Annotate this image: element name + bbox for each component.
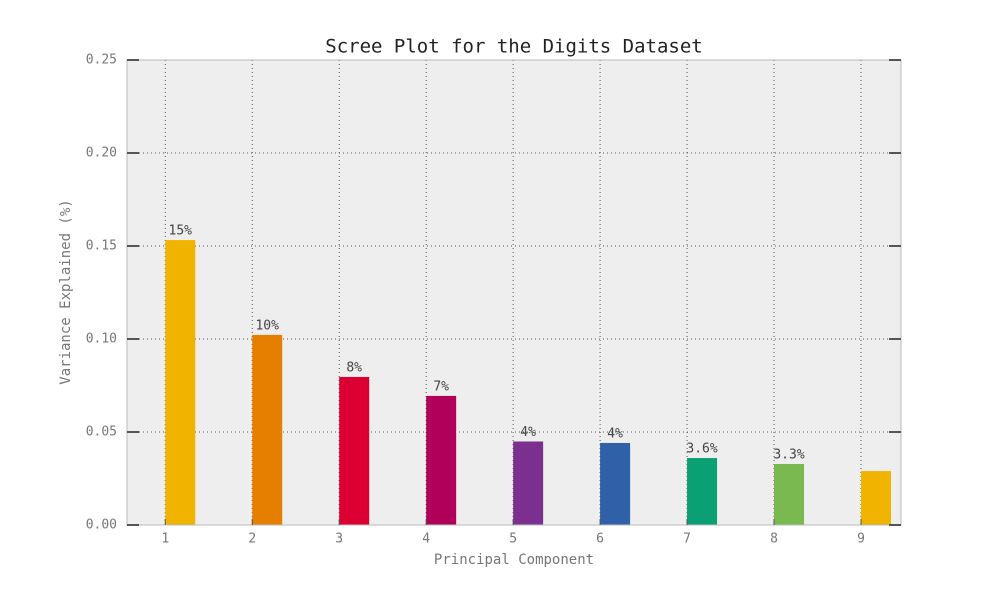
y-tick-label: 0.10 bbox=[86, 332, 117, 347]
y-tick-label: 0.25 bbox=[86, 53, 117, 68]
bar bbox=[165, 240, 196, 525]
y-tick-label: 0.15 bbox=[86, 239, 117, 254]
x-tick-label: 7 bbox=[683, 532, 691, 547]
value-label: 4% bbox=[520, 425, 536, 440]
x-tick-label: 2 bbox=[248, 532, 256, 547]
x-tick-label: 5 bbox=[509, 532, 517, 547]
value-label: 3.6% bbox=[686, 442, 717, 457]
value-label: 7% bbox=[433, 379, 449, 394]
y-tick-label: 0.20 bbox=[86, 146, 117, 161]
y-tick-label: 0.00 bbox=[86, 518, 117, 533]
y-tick-label: 0.05 bbox=[86, 425, 117, 440]
bar bbox=[426, 395, 457, 525]
plot-frame bbox=[126, 59, 902, 526]
value-label: 15% bbox=[169, 224, 193, 239]
value-label: 4% bbox=[607, 426, 623, 441]
value-label: 10% bbox=[255, 318, 279, 333]
bar bbox=[860, 471, 891, 525]
x-tick-label: 1 bbox=[161, 532, 169, 547]
x-tick-label: 8 bbox=[770, 532, 778, 547]
value-label: 8% bbox=[346, 360, 362, 375]
x-tick-label: 4 bbox=[422, 532, 430, 547]
bar bbox=[774, 463, 805, 525]
x-axis-label: Principal Component bbox=[434, 552, 594, 568]
x-tick-label: 6 bbox=[596, 532, 604, 547]
x-tick-label: 3 bbox=[335, 532, 343, 547]
bar bbox=[687, 458, 718, 525]
bar bbox=[513, 441, 544, 525]
bar bbox=[600, 442, 631, 525]
bar bbox=[339, 376, 370, 525]
x-tick-label: 9 bbox=[857, 532, 865, 547]
y-axis-label: Variance Explained (%) bbox=[58, 199, 74, 384]
value-label: 3.3% bbox=[773, 447, 804, 462]
chart-title: Scree Plot for the Digits Dataset bbox=[325, 36, 703, 58]
bar bbox=[252, 334, 283, 525]
